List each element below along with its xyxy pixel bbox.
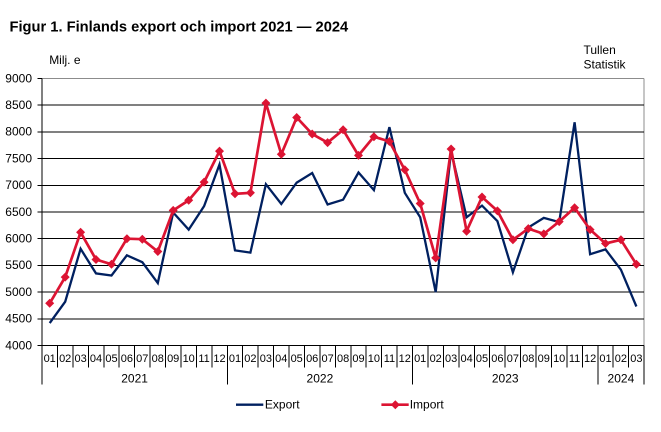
svg-text:03: 03 [445, 353, 457, 365]
svg-text:9000: 9000 [5, 71, 32, 85]
svg-text:7500: 7500 [5, 151, 32, 165]
svg-text:06: 06 [306, 353, 318, 365]
svg-text:09: 09 [167, 353, 179, 365]
svg-text:09: 09 [538, 353, 550, 365]
svg-text:02: 02 [615, 353, 627, 365]
svg-text:2022: 2022 [307, 372, 334, 386]
svg-text:Figur 1. Finlands export och i: Figur 1. Finlands export och import 2021… [10, 20, 350, 36]
svg-text:Statistik: Statistik [584, 58, 627, 72]
svg-text:10: 10 [368, 353, 380, 365]
svg-text:02: 02 [59, 353, 71, 365]
svg-text:08: 08 [337, 353, 349, 365]
svg-text:5500: 5500 [5, 258, 32, 272]
svg-text:6500: 6500 [5, 205, 32, 219]
svg-text:03: 03 [630, 353, 642, 365]
svg-text:12: 12 [584, 353, 596, 365]
svg-text:4500: 4500 [5, 312, 32, 326]
svg-text:05: 05 [105, 353, 117, 365]
svg-text:08: 08 [152, 353, 164, 365]
svg-text:02: 02 [244, 353, 256, 365]
svg-text:09: 09 [352, 353, 364, 365]
svg-text:08: 08 [522, 353, 534, 365]
svg-text:11: 11 [198, 353, 209, 365]
svg-text:07: 07 [507, 353, 519, 365]
svg-text:01: 01 [229, 353, 241, 365]
svg-text:05: 05 [291, 353, 303, 365]
svg-text:04: 04 [275, 353, 287, 365]
svg-text:Tullen: Tullen [584, 43, 616, 57]
svg-text:06: 06 [121, 353, 133, 365]
svg-text:10: 10 [553, 353, 565, 365]
svg-text:07: 07 [321, 353, 333, 365]
svg-text:2024: 2024 [608, 372, 635, 386]
svg-text:12: 12 [399, 353, 411, 365]
svg-text:01: 01 [44, 353, 56, 365]
svg-text:03: 03 [74, 353, 86, 365]
svg-text:12: 12 [213, 353, 225, 365]
svg-text:Import: Import [410, 398, 445, 412]
svg-text:2023: 2023 [492, 372, 519, 386]
svg-text:01: 01 [599, 353, 611, 365]
svg-text:Export: Export [265, 398, 300, 412]
svg-text:10: 10 [183, 353, 195, 365]
svg-text:06: 06 [491, 353, 503, 365]
svg-text:4000: 4000 [5, 338, 32, 352]
svg-text:02: 02 [430, 353, 442, 365]
svg-text:5000: 5000 [5, 285, 32, 299]
svg-text:8500: 8500 [5, 98, 32, 112]
svg-text:11: 11 [569, 353, 580, 365]
svg-text:03: 03 [260, 353, 272, 365]
svg-text:05: 05 [476, 353, 488, 365]
svg-text:Milj. e: Milj. e [49, 53, 81, 67]
svg-text:6000: 6000 [5, 232, 32, 246]
svg-text:04: 04 [90, 353, 102, 365]
svg-text:07: 07 [136, 353, 148, 365]
svg-text:01: 01 [414, 353, 426, 365]
svg-text:7000: 7000 [5, 178, 32, 192]
svg-text:2021: 2021 [121, 372, 148, 386]
svg-text:11: 11 [384, 353, 395, 365]
svg-text:8000: 8000 [5, 125, 32, 139]
svg-text:04: 04 [460, 353, 472, 365]
